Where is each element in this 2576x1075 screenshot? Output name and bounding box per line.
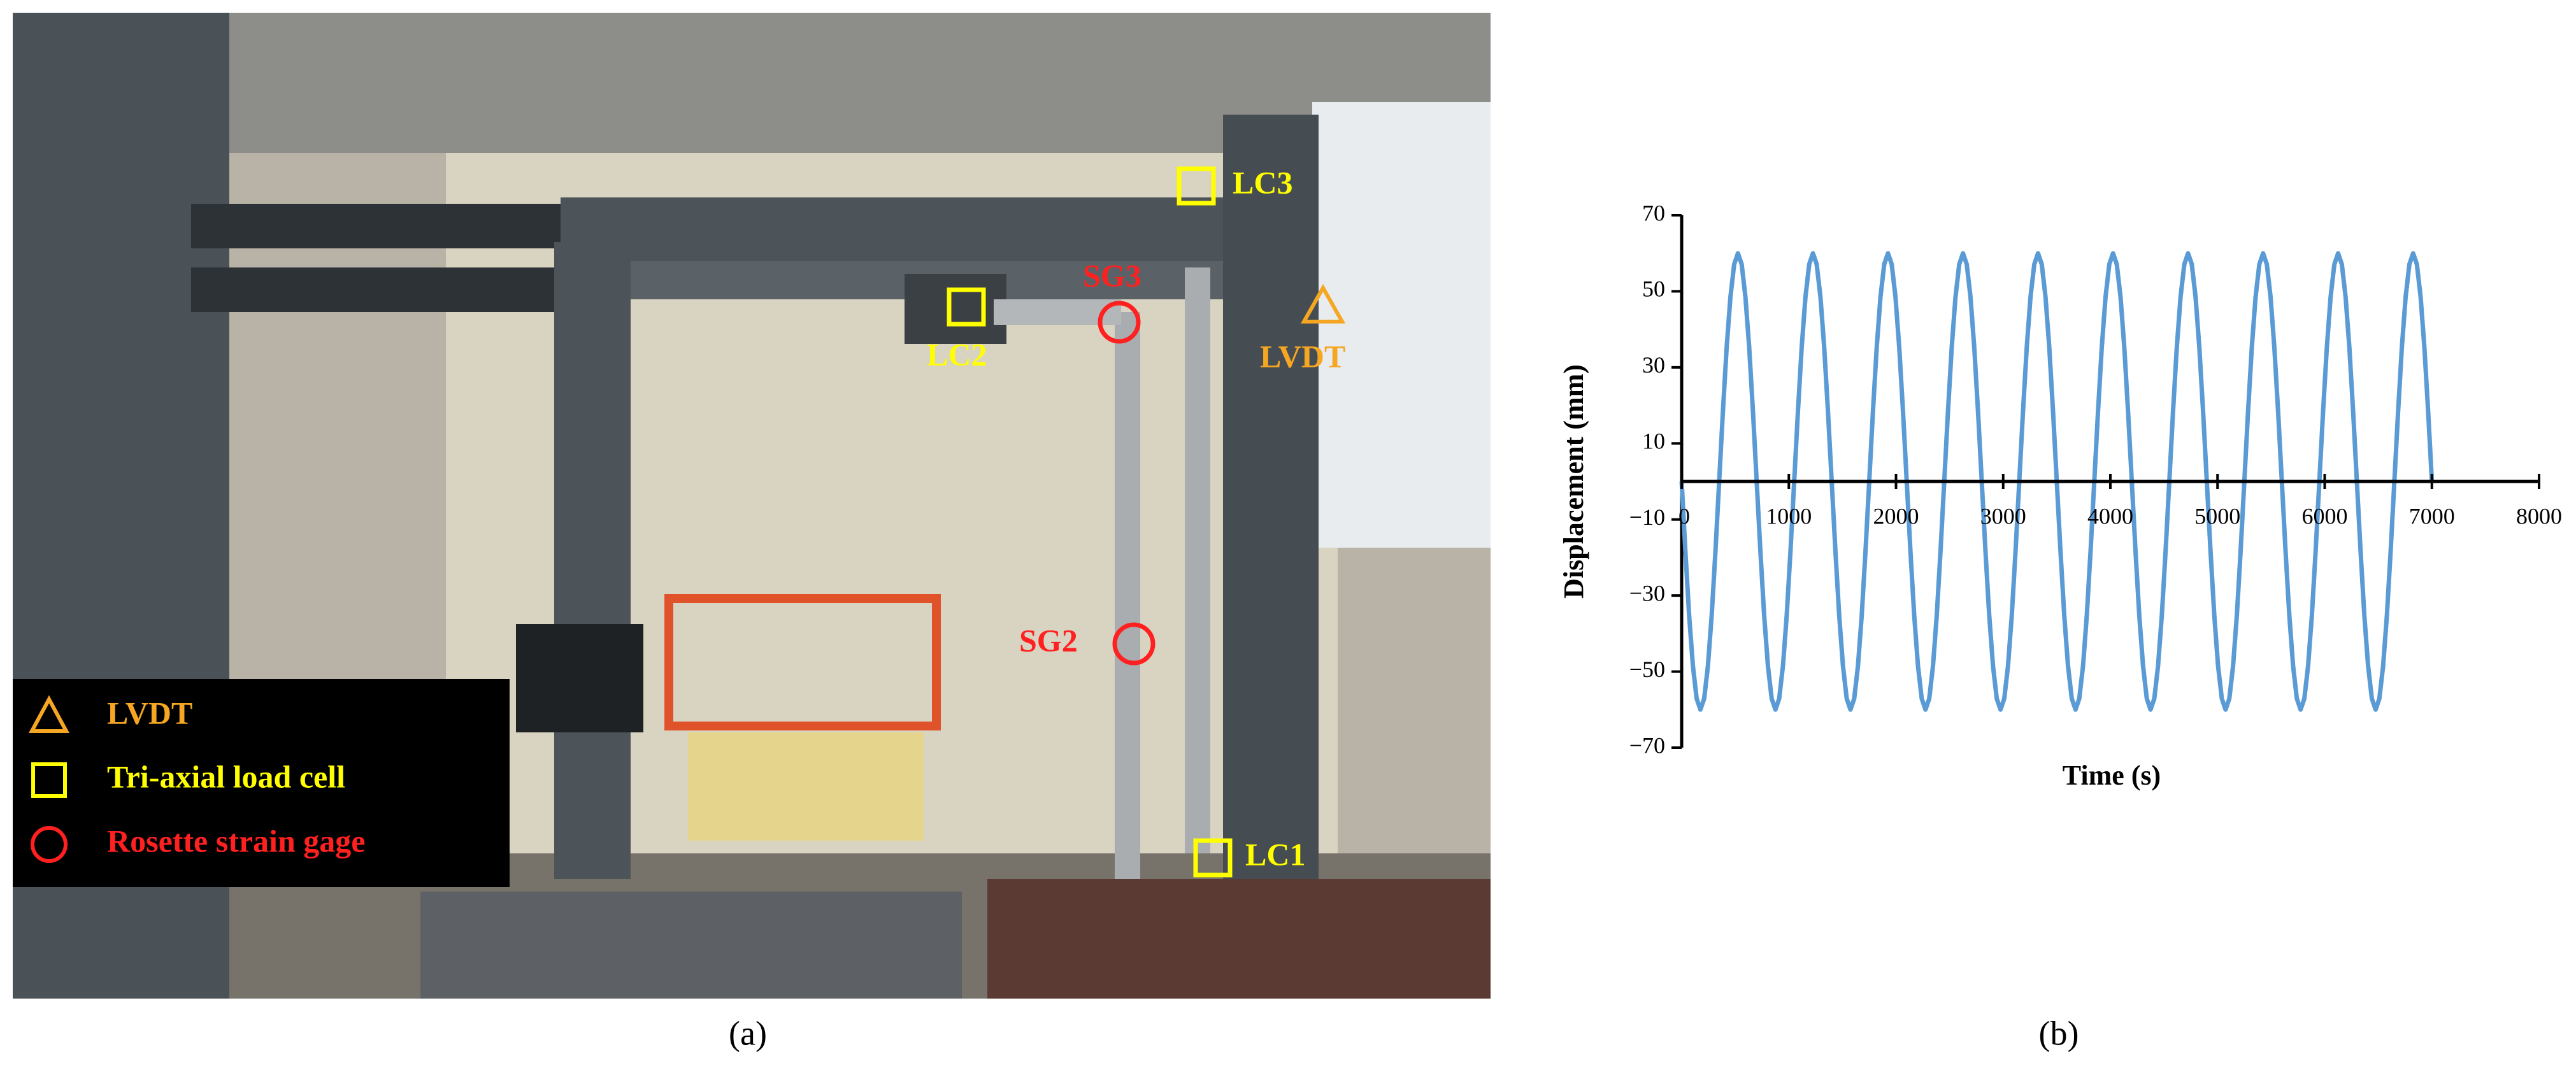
legend-label: Rosette strain gage: [107, 823, 365, 858]
y-tick-label: −30: [1629, 580, 1665, 606]
annotation-label: SG2: [1019, 622, 1078, 658]
legend-symbol: [31, 826, 68, 863]
platform: [420, 892, 962, 999]
caption: (b): [2039, 1014, 2079, 1052]
column: [1223, 115, 1319, 898]
legend-label: LVDT: [107, 695, 192, 730]
y-tick-label: 50: [1642, 276, 1665, 302]
platform: [987, 879, 1491, 999]
y-axis-title: Displacement (mm): [1558, 364, 1589, 599]
top-beam: [561, 197, 1255, 267]
pipe: [1115, 312, 1140, 885]
caption: (a): [729, 1014, 767, 1052]
x-tick-label: 8000: [2516, 503, 2562, 529]
y-tick-label: −10: [1629, 504, 1665, 530]
annotation-label: LC3: [1233, 164, 1292, 200]
y-tick-label: 10: [1642, 429, 1665, 454]
x-tick-label: 1000: [1766, 503, 1812, 529]
x-tick-label: 4000: [2087, 503, 2133, 529]
annotation-label: LC2: [927, 336, 987, 372]
x-axis-title: Time (s): [2063, 760, 2161, 791]
scissor-lift: [664, 594, 941, 730]
legend-label: Tri-axial load cell: [107, 758, 345, 794]
load-cell-marker: [1177, 166, 1216, 206]
annotation-label: SG3: [1083, 257, 1141, 293]
annotation-label: LC1: [1245, 836, 1305, 872]
load-cell-marker: [947, 287, 986, 327]
bracket: [905, 274, 1006, 344]
lvdt-marker: [1300, 283, 1346, 324]
window: [1312, 102, 1491, 548]
load-cell-marker: [1193, 838, 1233, 878]
photo: [13, 13, 1491, 999]
pipe: [1185, 267, 1210, 853]
actuator: [191, 204, 561, 248]
x-tick-label: 2000: [1873, 503, 1919, 529]
strain-gage-marker: [1112, 622, 1156, 666]
annotation-label: LVDT: [1260, 338, 1345, 374]
legend-box: [13, 679, 510, 887]
x-tick-label: 0: [1678, 503, 1690, 529]
scissor-lift: [688, 732, 924, 841]
x-tick-label: 6000: [2302, 503, 2348, 529]
y-tick-label: −70: [1629, 732, 1665, 758]
y-tick-label: 30: [1642, 352, 1665, 378]
legend-symbol: [28, 695, 70, 733]
column: [554, 242, 631, 879]
actuator: [191, 267, 561, 312]
annotations: LC3 LC2 SG3 SG2 LVDT LC1: [927, 164, 1346, 878]
x-tick-label: 3000: [1980, 503, 2026, 529]
x-tick-label: 7000: [2409, 503, 2455, 529]
x-tick-label: 5000: [2194, 503, 2240, 529]
legend: LVDT Tri-axial load cell Rosette strain …: [13, 679, 510, 887]
strain-gage-marker: [1098, 301, 1141, 344]
camera: [516, 624, 643, 732]
y-tick-label: 70: [1642, 200, 1665, 225]
legend-symbol: [31, 762, 67, 798]
y-tick-label: −50: [1629, 657, 1665, 682]
